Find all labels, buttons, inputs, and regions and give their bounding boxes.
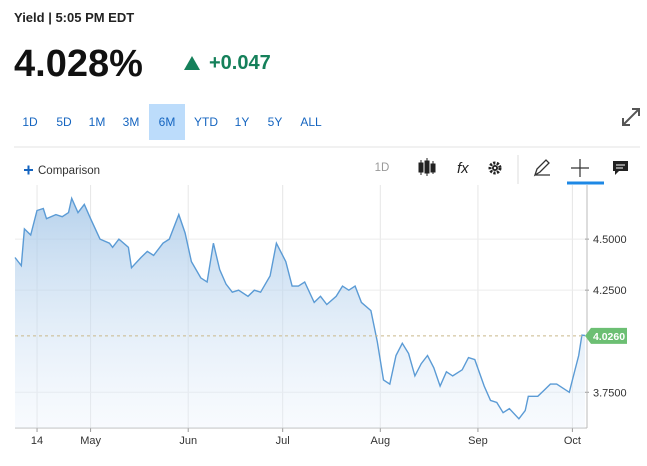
range-button[interactable]: 1D xyxy=(22,115,38,129)
x-tick-label: Sep xyxy=(468,435,488,447)
range-highlight xyxy=(149,104,185,140)
expand-icon[interactable] xyxy=(622,108,640,126)
crosshair-icon[interactable] xyxy=(571,159,589,177)
range-button[interactable]: 1M xyxy=(89,115,106,129)
comparison-label: Comparison xyxy=(38,165,100,177)
y-tick-label: 4.5000 xyxy=(593,234,627,246)
last-price-label: 4.0260 xyxy=(593,331,625,343)
interval-button[interactable]: 1D xyxy=(375,162,390,174)
price: 4.028% xyxy=(14,43,143,85)
candles-icon[interactable] xyxy=(418,158,436,176)
x-tick-label: Jul xyxy=(276,435,290,447)
line xyxy=(14,196,586,420)
settings-icon[interactable] xyxy=(488,161,502,175)
range-button[interactable]: 1Y xyxy=(235,115,250,129)
range-button[interactable]: 5D xyxy=(56,115,72,129)
x-tick-label: May xyxy=(80,435,101,447)
y-tick-label: 4.2500 xyxy=(593,285,627,297)
x-tick-label: Oct xyxy=(564,435,581,447)
x-tick-label: Jun xyxy=(179,435,197,447)
last-price-badge xyxy=(585,327,627,344)
range-button[interactable]: 5Y xyxy=(268,115,283,129)
range-button[interactable]: 3M xyxy=(123,115,140,129)
comment-icon[interactable] xyxy=(613,161,628,175)
range-selector: 1D 5D 1M 3M 6M YTD 1Y 5Y ALL xyxy=(22,104,322,140)
area xyxy=(15,198,585,428)
y-tick-label: 3.7500 xyxy=(593,387,627,399)
quote-title: Yield | 5:05 PM EDT xyxy=(14,10,134,25)
up-arrow xyxy=(184,56,200,70)
x-tick-label: 14 xyxy=(31,435,43,447)
range-button[interactable]: 6M xyxy=(159,115,176,129)
price-change: +0.047 xyxy=(209,52,271,74)
range-button[interactable]: ALL xyxy=(300,115,322,129)
comparison-button[interactable]: Comparison xyxy=(24,165,100,177)
draw-icon[interactable] xyxy=(533,159,550,177)
plot: 14 May Jun Jul Aug Sep Oct 3.7500 4.2500 4.5000 4.… xyxy=(14,185,627,447)
range-button[interactable]: YTD xyxy=(194,115,218,129)
indicators-icon[interactable]: fx xyxy=(457,160,469,177)
x-tick-label: Aug xyxy=(371,435,391,447)
